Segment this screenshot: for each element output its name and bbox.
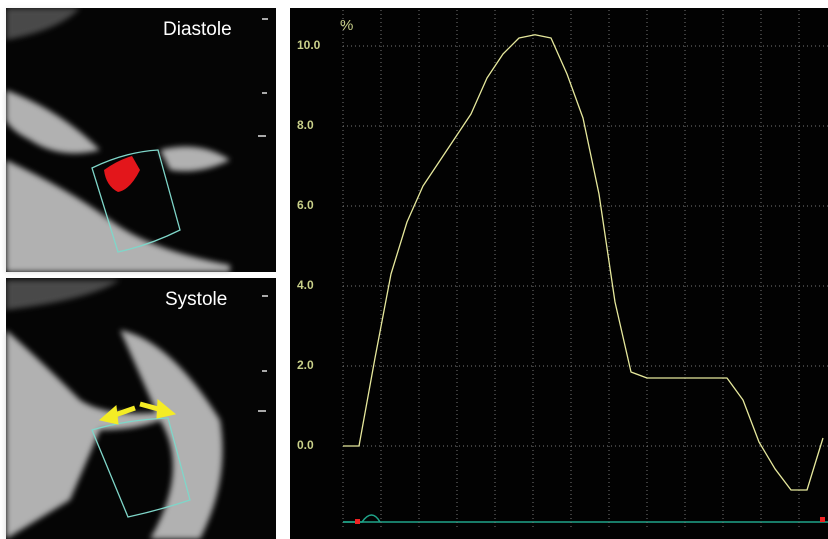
panel-label: Systole	[165, 289, 227, 310]
y-axis-label: %	[340, 17, 353, 34]
y-tick-label: 4.0	[297, 278, 314, 292]
y-tick-label: 6.0	[297, 198, 314, 212]
y-tick-label: 2.0	[297, 358, 314, 372]
marker	[820, 517, 825, 522]
figure: Diastole Systole % 0.0 2.0 4.0 6.0 8.0 10.0	[0, 0, 828, 539]
page: Diastole Systole % 0.02.04.06.08.010.0 {…	[0, 0, 828, 539]
y-tick-label: 0.0	[297, 438, 314, 452]
marker	[355, 519, 360, 524]
y-tick-label: 10.0	[297, 38, 321, 52]
plot-area	[290, 8, 828, 539]
echo-bottom: Systole	[6, 278, 276, 539]
echo-top: Diastole	[6, 8, 276, 272]
panel-label: Diastole	[163, 19, 232, 40]
y-tick-label: 8.0	[297, 118, 314, 132]
